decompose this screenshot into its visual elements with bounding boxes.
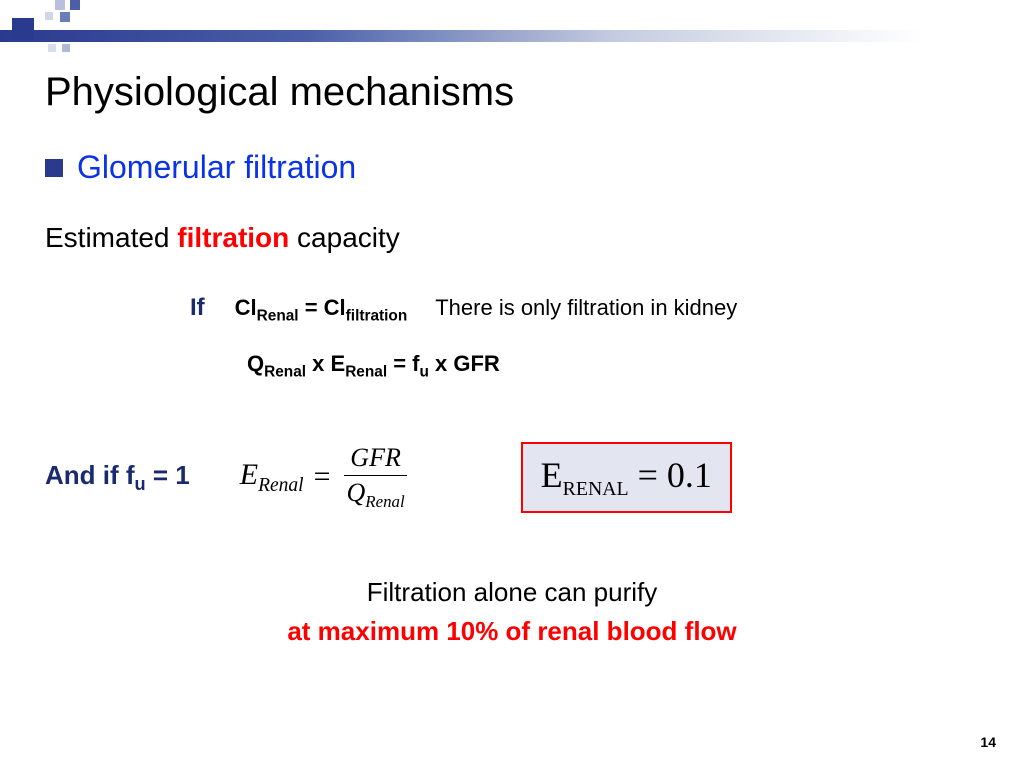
eq-operator: = <box>299 295 324 320</box>
q-equation-row: QRenal x ERenal = fu x GFR <box>247 351 979 381</box>
and-if-row: And if fu = 1 ERenal = GFR QRenal ERENAL… <box>45 442 979 513</box>
accent-square <box>62 44 70 52</box>
eq-subscript: Renal <box>258 475 303 496</box>
fraction-numerator: GFR <box>344 443 407 476</box>
if-explanation: There is only filtration in kidney <box>435 295 737 321</box>
text-segment: Estimated <box>45 222 177 253</box>
if-condition-row: If ClRenal = Clfiltration There is only … <box>190 294 979 325</box>
accent-square <box>70 0 80 10</box>
estimated-capacity-line: Estimated filtration capacity <box>45 222 979 254</box>
accent-square <box>48 44 56 52</box>
eq-lhs: ERenal <box>240 458 304 497</box>
eq-subscript: filtration <box>346 307 408 324</box>
slide-title: Physiological mechanisms <box>45 70 979 115</box>
conclusion-line-2: at maximum 10% of renal blood flow <box>45 612 979 651</box>
text-segment: And if f <box>45 460 135 490</box>
eq-term: Q <box>247 351 264 376</box>
fraction-equation: ERenal = GFR QRenal <box>240 443 411 512</box>
gradient-bar <box>0 30 1024 42</box>
eq-term: Cl <box>324 295 346 320</box>
text-segment: capacity <box>289 222 400 253</box>
eq-term: x GFR <box>429 351 500 376</box>
conclusion-line-1: Filtration alone can purify <box>45 573 979 612</box>
equation-clearance: ClRenal = Clfiltration <box>235 295 408 325</box>
eq-subscript: RENAL <box>563 478 629 500</box>
eq-term: Cl <box>235 295 257 320</box>
eq-term: x E <box>306 351 345 376</box>
eq-term: Q <box>346 478 365 507</box>
eq-subscript: u <box>135 474 146 494</box>
if-label: If <box>190 294 205 322</box>
eq-subscript: Renal <box>264 364 306 381</box>
eq-subscript: Renal <box>257 307 299 324</box>
accent-square <box>55 0 65 10</box>
slide-content: Physiological mechanisms Glomerular filt… <box>45 70 979 651</box>
accent-square <box>60 12 70 22</box>
subtitle-row: Glomerular filtration <box>45 149 979 186</box>
eq-subscript: u <box>420 364 429 381</box>
eq-subscript: Renal <box>365 492 404 511</box>
slide-subtitle: Glomerular filtration <box>77 149 356 186</box>
slide-decorative-header <box>0 0 1024 50</box>
text-segment: = 1 <box>146 460 190 490</box>
accent-square-large <box>12 18 34 40</box>
eq-value: = 0.1 <box>629 455 712 495</box>
eq-term: E <box>541 455 563 495</box>
conclusion-block: Filtration alone can purify at maximum 1… <box>45 573 979 651</box>
fraction: GFR QRenal <box>340 443 410 512</box>
eq-term: E <box>240 458 258 491</box>
accent-square <box>45 12 53 20</box>
fraction-denominator: QRenal <box>340 476 410 512</box>
eq-term: = f <box>387 351 419 376</box>
bullet-icon <box>45 159 63 177</box>
eq-subscript: Renal <box>345 364 387 381</box>
highlight-word: filtration <box>177 222 289 253</box>
eq-equals: = <box>314 460 331 494</box>
boxed-result: ERENAL = 0.1 <box>521 442 732 513</box>
and-if-label: And if fu = 1 <box>45 460 190 495</box>
page-number: 14 <box>980 734 996 750</box>
